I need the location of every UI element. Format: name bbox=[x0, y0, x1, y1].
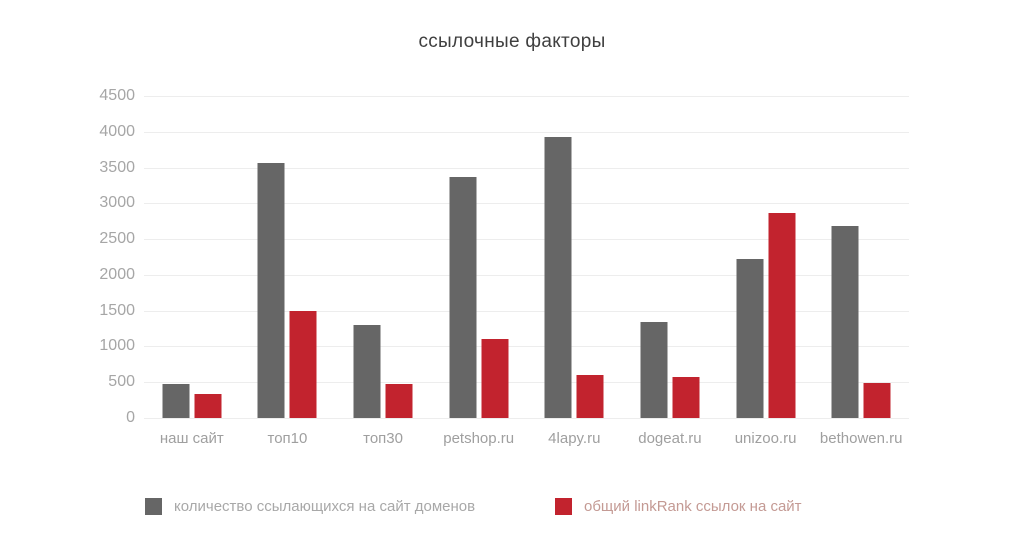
bar-group-7 bbox=[736, 96, 796, 418]
gridline-0 bbox=[144, 418, 909, 419]
y-tick-label: 2500 bbox=[99, 230, 135, 248]
x-category-label: unizoo.ru bbox=[734, 430, 797, 447]
gridline-2000 bbox=[144, 274, 909, 276]
y-tick-label: 4500 bbox=[99, 87, 135, 104]
bar-red-dogeat.ru bbox=[672, 377, 700, 418]
y-tick-label: 0 bbox=[126, 409, 135, 426]
y-tick-label: 1000 bbox=[99, 337, 135, 355]
bar-gray-4lapy.ru bbox=[544, 136, 572, 418]
bar-group-4 bbox=[449, 96, 509, 418]
bar-red-bethowen.ru bbox=[863, 382, 891, 418]
bar-gray-наш сайт bbox=[162, 384, 190, 418]
bar-gray-dogeat.ru bbox=[640, 322, 668, 418]
legend-swatch-red bbox=[555, 498, 572, 515]
legend-label-domains: количество ссылающихся на сайт доменов bbox=[174, 498, 476, 515]
gridline-3500 bbox=[144, 167, 909, 169]
y-tick-label: 2000 bbox=[99, 265, 135, 283]
gridline-3000 bbox=[144, 203, 909, 205]
gridline-4000 bbox=[144, 131, 909, 133]
legend-swatch-gray bbox=[145, 498, 162, 515]
legend-item-domains: количество ссылающихся на сайт доменов bbox=[145, 498, 475, 515]
x-category-label: petshop.ru bbox=[443, 430, 515, 447]
plot-area bbox=[144, 96, 909, 419]
x-category-label: топ30 bbox=[363, 430, 403, 447]
y-tick-label: 3500 bbox=[99, 158, 135, 176]
bar-red-unizoo.ru bbox=[768, 212, 796, 418]
bar-red-топ10 bbox=[289, 311, 317, 418]
bar-gray-unizoo.ru bbox=[736, 259, 764, 418]
chart-title: ссылочные факторы bbox=[418, 31, 606, 52]
bar-group-5 bbox=[544, 96, 604, 418]
gridline-500 bbox=[144, 382, 909, 384]
bar-gray-топ10 bbox=[257, 162, 285, 418]
y-tick-label: 3000 bbox=[99, 194, 135, 212]
bar-gray-petshop.ru bbox=[449, 176, 477, 418]
bar-group-3 bbox=[353, 96, 413, 418]
gridline-4500 bbox=[144, 96, 909, 97]
x-category-label: dogeat.ru bbox=[638, 430, 702, 447]
gridline-1000 bbox=[144, 346, 909, 348]
bar-group-2 bbox=[257, 96, 317, 418]
y-tick-label: 500 bbox=[108, 373, 135, 391]
x-category-label: 4lapy.ru bbox=[548, 430, 601, 447]
bar-red-petshop.ru bbox=[481, 338, 509, 418]
bar-red-4lapy.ru bbox=[576, 375, 604, 418]
bar-gray-bethowen.ru bbox=[831, 225, 859, 418]
y-tick-label: 4000 bbox=[99, 122, 135, 140]
bar-red-топ30 bbox=[385, 384, 413, 418]
bar-group-6 bbox=[640, 96, 700, 418]
legend: количество ссылающихся на сайт доменов о… bbox=[0, 498, 1024, 518]
gridline-1500 bbox=[144, 310, 909, 312]
bar-gray-топ30 bbox=[353, 324, 381, 418]
legend-item-linkrank: общий linkRank ссылок на сайт bbox=[555, 498, 802, 515]
bar-group-8 bbox=[831, 96, 891, 418]
bar-red-наш сайт bbox=[194, 394, 222, 418]
bar-group-1 bbox=[162, 96, 222, 418]
y-tick-label: 1500 bbox=[99, 301, 135, 319]
x-category-label: топ10 bbox=[267, 430, 308, 447]
legend-label-linkrank: общий linkRank ссылок на сайт bbox=[584, 498, 802, 515]
x-category-label: bethowen.ru bbox=[819, 430, 903, 447]
y-axis: 0 500 1000 1500 2000 2500 3000 3500 4000 4500 bbox=[40, 87, 135, 426]
x-category-label: наш сайт bbox=[159, 430, 224, 447]
gridline-2500 bbox=[144, 239, 909, 241]
x-axis: наш сайт топ10 топ30 petshop.ru 4lapy.ru doge… bbox=[144, 430, 909, 452]
